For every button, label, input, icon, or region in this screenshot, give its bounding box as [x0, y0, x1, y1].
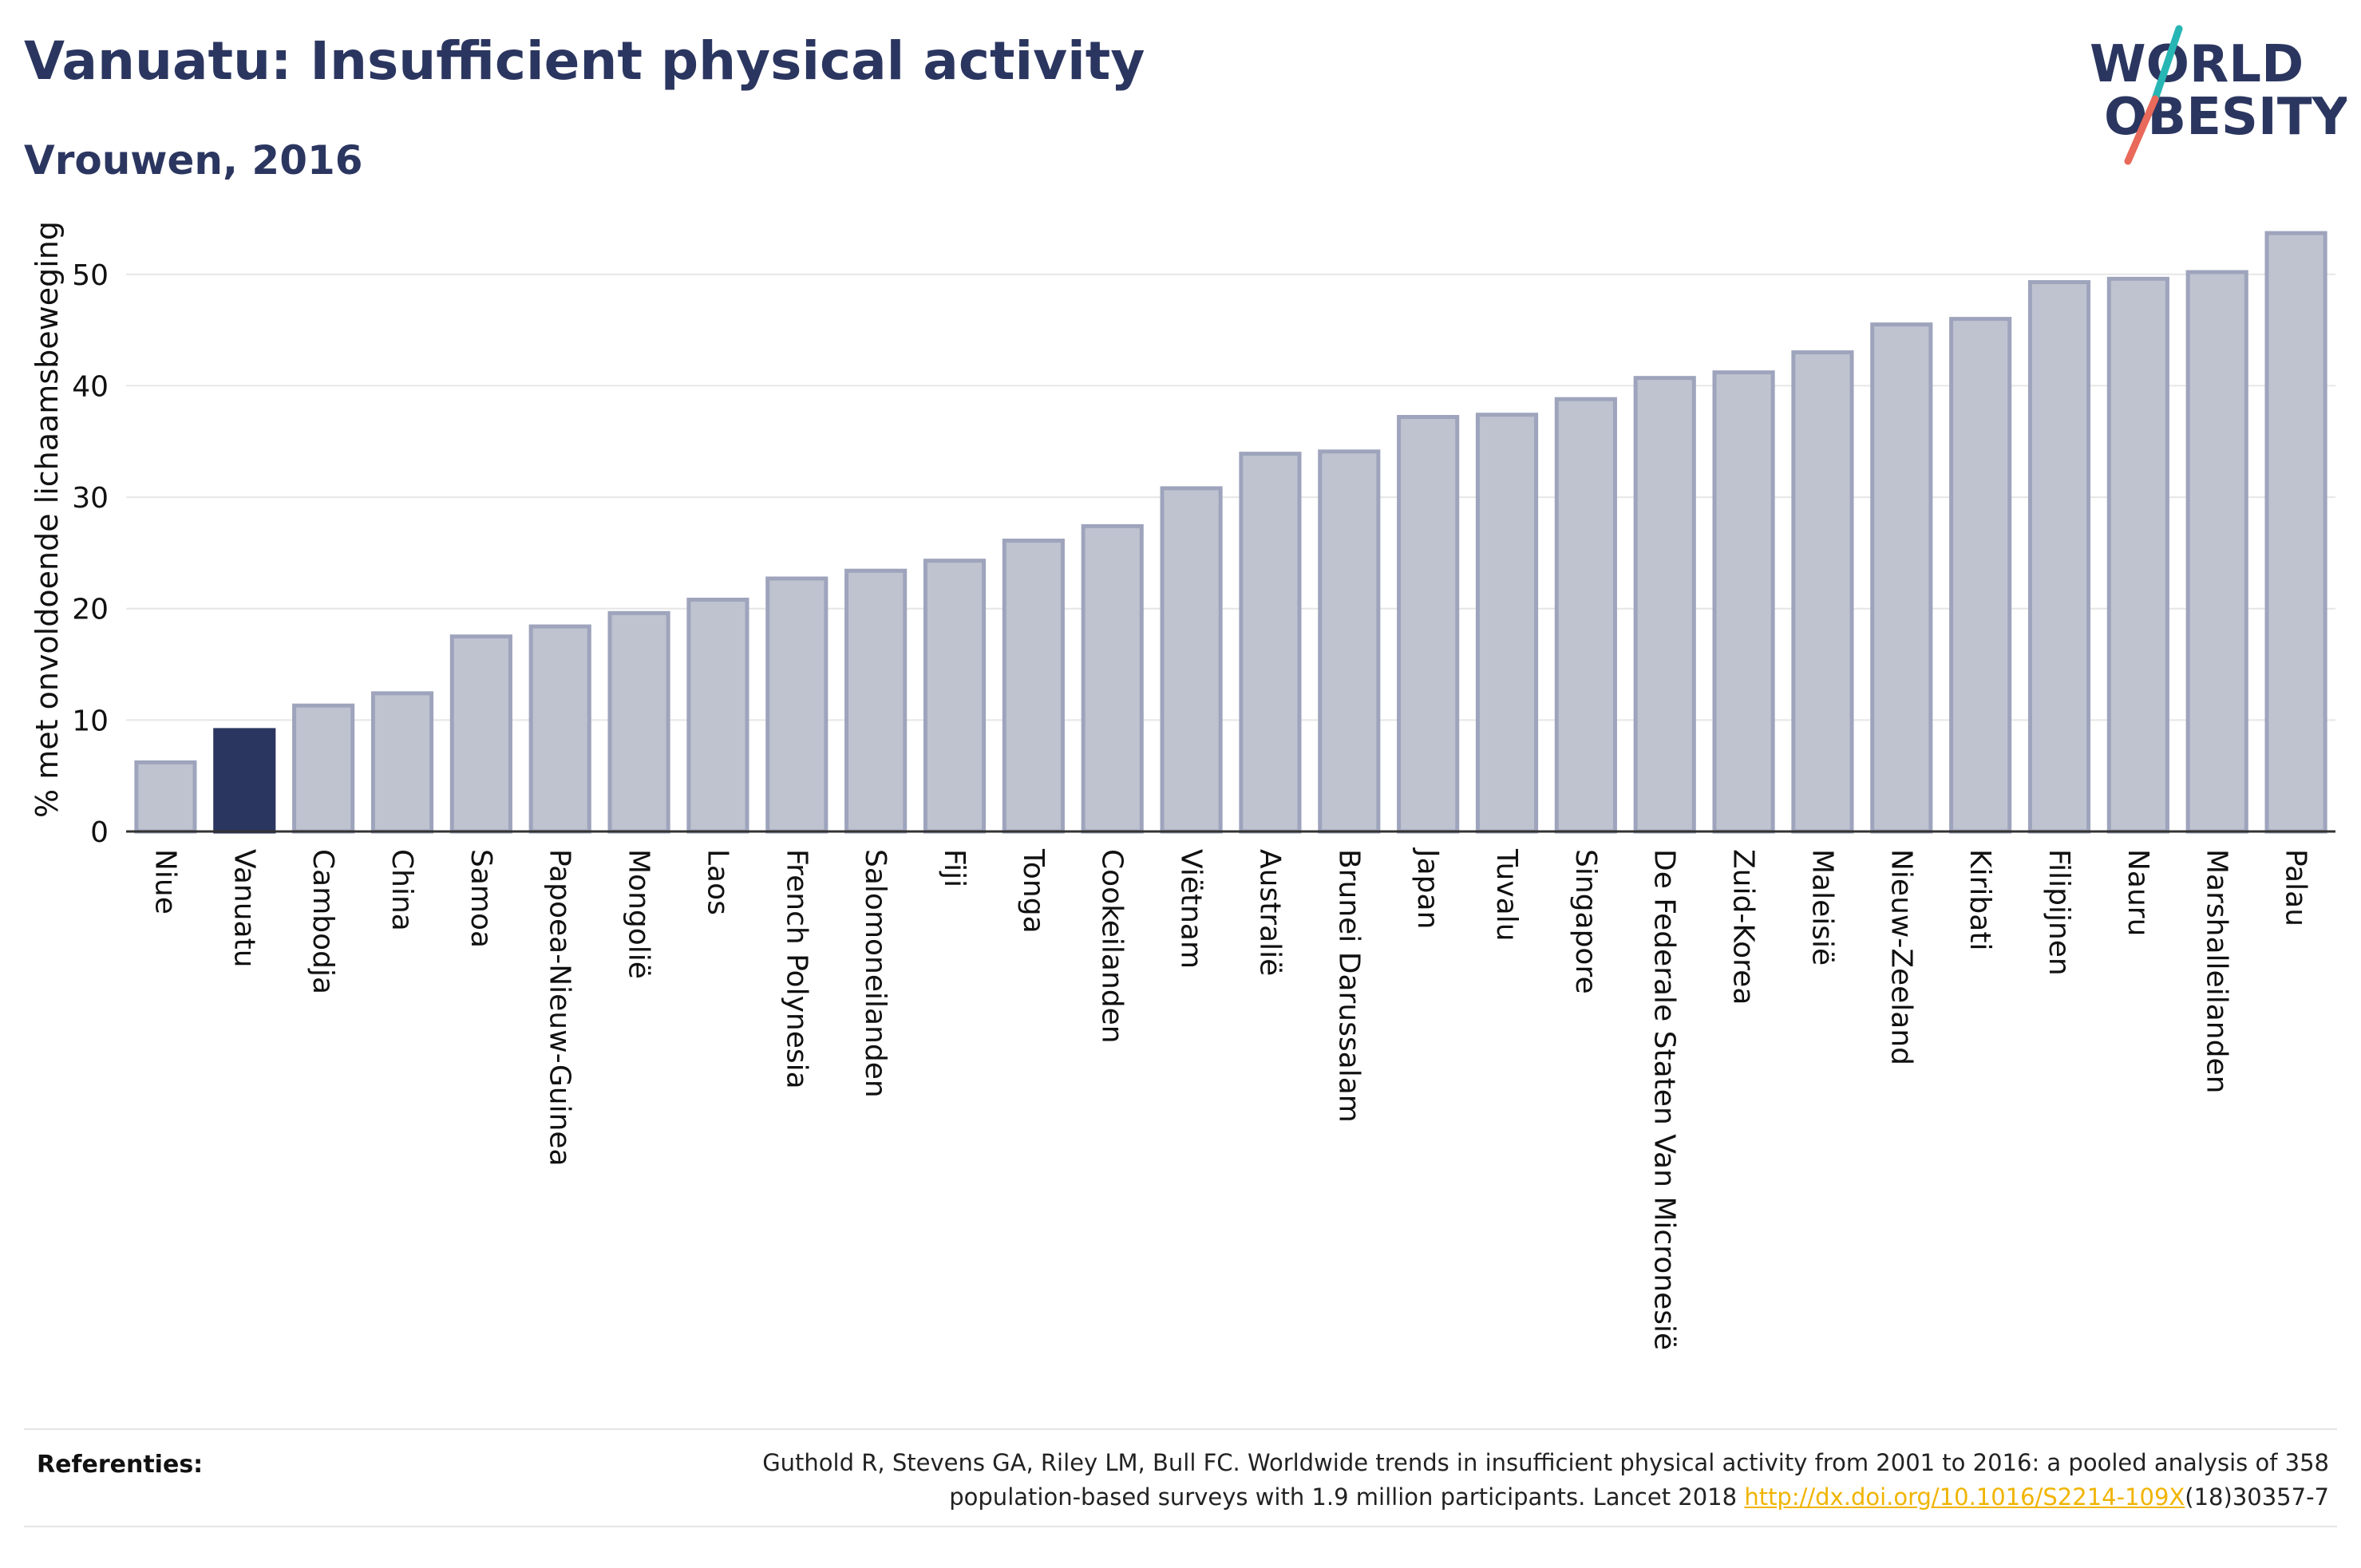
y-tick-label: 10 — [72, 705, 109, 737]
bar-marshalleilanden[interactable] — [2185, 270, 2248, 834]
x-tick-label: Palau — [2280, 849, 2312, 926]
x-tick-label: Australië — [1253, 849, 1286, 976]
bar-maleisi-[interactable] — [1791, 350, 1854, 834]
bar-palau[interactable] — [2264, 231, 2327, 834]
x-tick-label: Viëtnam — [1175, 849, 1208, 969]
x-tick-label: Laos — [701, 849, 734, 915]
bar-nieuw-zeeland[interactable] — [1870, 322, 1933, 834]
references-label: Referenties: — [37, 1451, 204, 1479]
bar-fiji[interactable] — [923, 559, 987, 834]
bar-de-federale-staten-van-micronesi-[interactable] — [1633, 376, 1696, 834]
footer-divider-top — [24, 1428, 2337, 1430]
bar-tonga[interactable] — [1002, 539, 1065, 834]
x-tick-label: Zuid-Korea — [1727, 849, 1760, 1005]
bars — [134, 231, 2327, 834]
reference-citation: Guthold R, Stevens GA, Riley LM, Bull FC… — [493, 1446, 2329, 1515]
logo-slash-top — [2151, 25, 2183, 103]
y-axis-title: % met onvoldoende lichaamsbeweging — [30, 221, 65, 818]
x-tick-label: Tuvalu — [1490, 848, 1523, 942]
chart-subtitle: Vrouwen, 2016 — [24, 137, 363, 184]
reference-line-1: Guthold R, Stevens GA, Riley LM, Bull FC… — [762, 1449, 2329, 1476]
x-tick-label: Marshalleilanden — [2201, 849, 2233, 1093]
chart-title: Vanuatu: Insufficient physical activity — [24, 30, 1145, 92]
bar-kiribati[interactable] — [1949, 317, 2012, 834]
x-tick-label: Filipijnen — [2043, 849, 2075, 976]
y-tick-labels: 0 10 20 30 40 50 — [72, 259, 109, 849]
x-tick-label: Cambodja — [306, 849, 339, 994]
reference-line-2-post: (18)30357-7 — [2185, 1483, 2329, 1511]
logo-word-world: WORLD — [2090, 35, 2304, 94]
bar-china[interactable] — [370, 691, 434, 834]
bar-filipijnen[interactable] — [2027, 280, 2091, 834]
x-tick-label: Papoea-Nieuw-Guinea — [544, 849, 576, 1167]
bar-chart: 0 10 20 30 40 50 Niue Vanuatu Cambodja China Samo… — [30, 221, 2335, 1350]
bar-niue[interactable] — [134, 760, 197, 834]
x-tick-label: Brunei Darussalam — [1332, 849, 1365, 1123]
bar-samoa[interactable] — [449, 634, 512, 834]
bar-japan[interactable] — [1397, 415, 1460, 834]
x-tick-label: Maleisië — [1805, 849, 1838, 966]
y-tick-label: 30 — [72, 482, 109, 515]
reference-line-2-pre: population-based surveys with 1.9 millio… — [949, 1483, 1745, 1511]
bar-zuid-korea[interactable] — [1712, 370, 1775, 834]
x-tick-label: Nauru — [2122, 849, 2154, 936]
bar-mongoli-[interactable] — [607, 610, 670, 834]
x-tick-label: Niue — [148, 849, 181, 914]
bar-laos[interactable] — [686, 598, 749, 834]
logo-slash-bottom — [2124, 95, 2159, 165]
x-tick-label: Nieuw-Zeeland — [1884, 849, 1917, 1065]
x-tick-label: Tonga — [1017, 848, 1050, 934]
bar-salomoneilanden[interactable] — [844, 568, 908, 834]
bar-australi-[interactable] — [1239, 452, 1302, 834]
x-tick-label: Salomoneilanden — [859, 849, 892, 1098]
bar-nauru[interactable] — [2106, 276, 2169, 834]
y-tick-label: 20 — [72, 594, 109, 626]
bar-papoea-nieuw-guinea[interactable] — [528, 624, 591, 834]
bar-cambodja[interactable] — [292, 703, 355, 834]
bar-cookeilanden[interactable] — [1081, 523, 1144, 834]
bar-french-polynesia[interactable] — [765, 576, 829, 834]
x-tick-label: Mongolië — [623, 849, 655, 979]
x-tick-label: Kiribati — [1964, 849, 1996, 950]
x-tick-label: Cookeilanden — [1096, 849, 1129, 1044]
x-tick-label: Singapore — [1569, 849, 1602, 994]
y-tick-label: 40 — [72, 370, 109, 403]
bar-singapore[interactable] — [1554, 397, 1617, 834]
bar-vanuatu[interactable] — [213, 728, 276, 834]
reference-doi-link[interactable]: http://dx.doi.org/10.1016/S2214-109X — [1744, 1483, 2185, 1511]
x-tick-label: French Polynesia — [780, 849, 813, 1089]
x-tick-label: China — [386, 849, 418, 931]
footer-divider-bottom — [24, 1526, 2337, 1527]
world-obesity-logo[interactable]: WORLD OBESITY — [2075, 24, 2347, 168]
x-tick-labels: Niue Vanuatu Cambodja China Samoa Papoea-Nieu… — [148, 847, 2312, 1350]
bar-brunei-darussalam[interactable] — [1318, 449, 1381, 834]
x-tick-label: Vanuatu — [227, 849, 260, 968]
y-tick-label: 0 — [90, 816, 109, 849]
x-tick-label: Japan — [1411, 847, 1444, 929]
x-tick-label: Samoa — [465, 849, 497, 948]
x-tick-label: De Federale Staten Van Micronesië — [1648, 849, 1681, 1350]
bar-vi-tnam[interactable] — [1160, 486, 1223, 834]
bar-tuvalu[interactable] — [1475, 413, 1539, 834]
x-tick-label: Fiji — [938, 849, 971, 887]
y-tick-label: 50 — [72, 259, 109, 292]
